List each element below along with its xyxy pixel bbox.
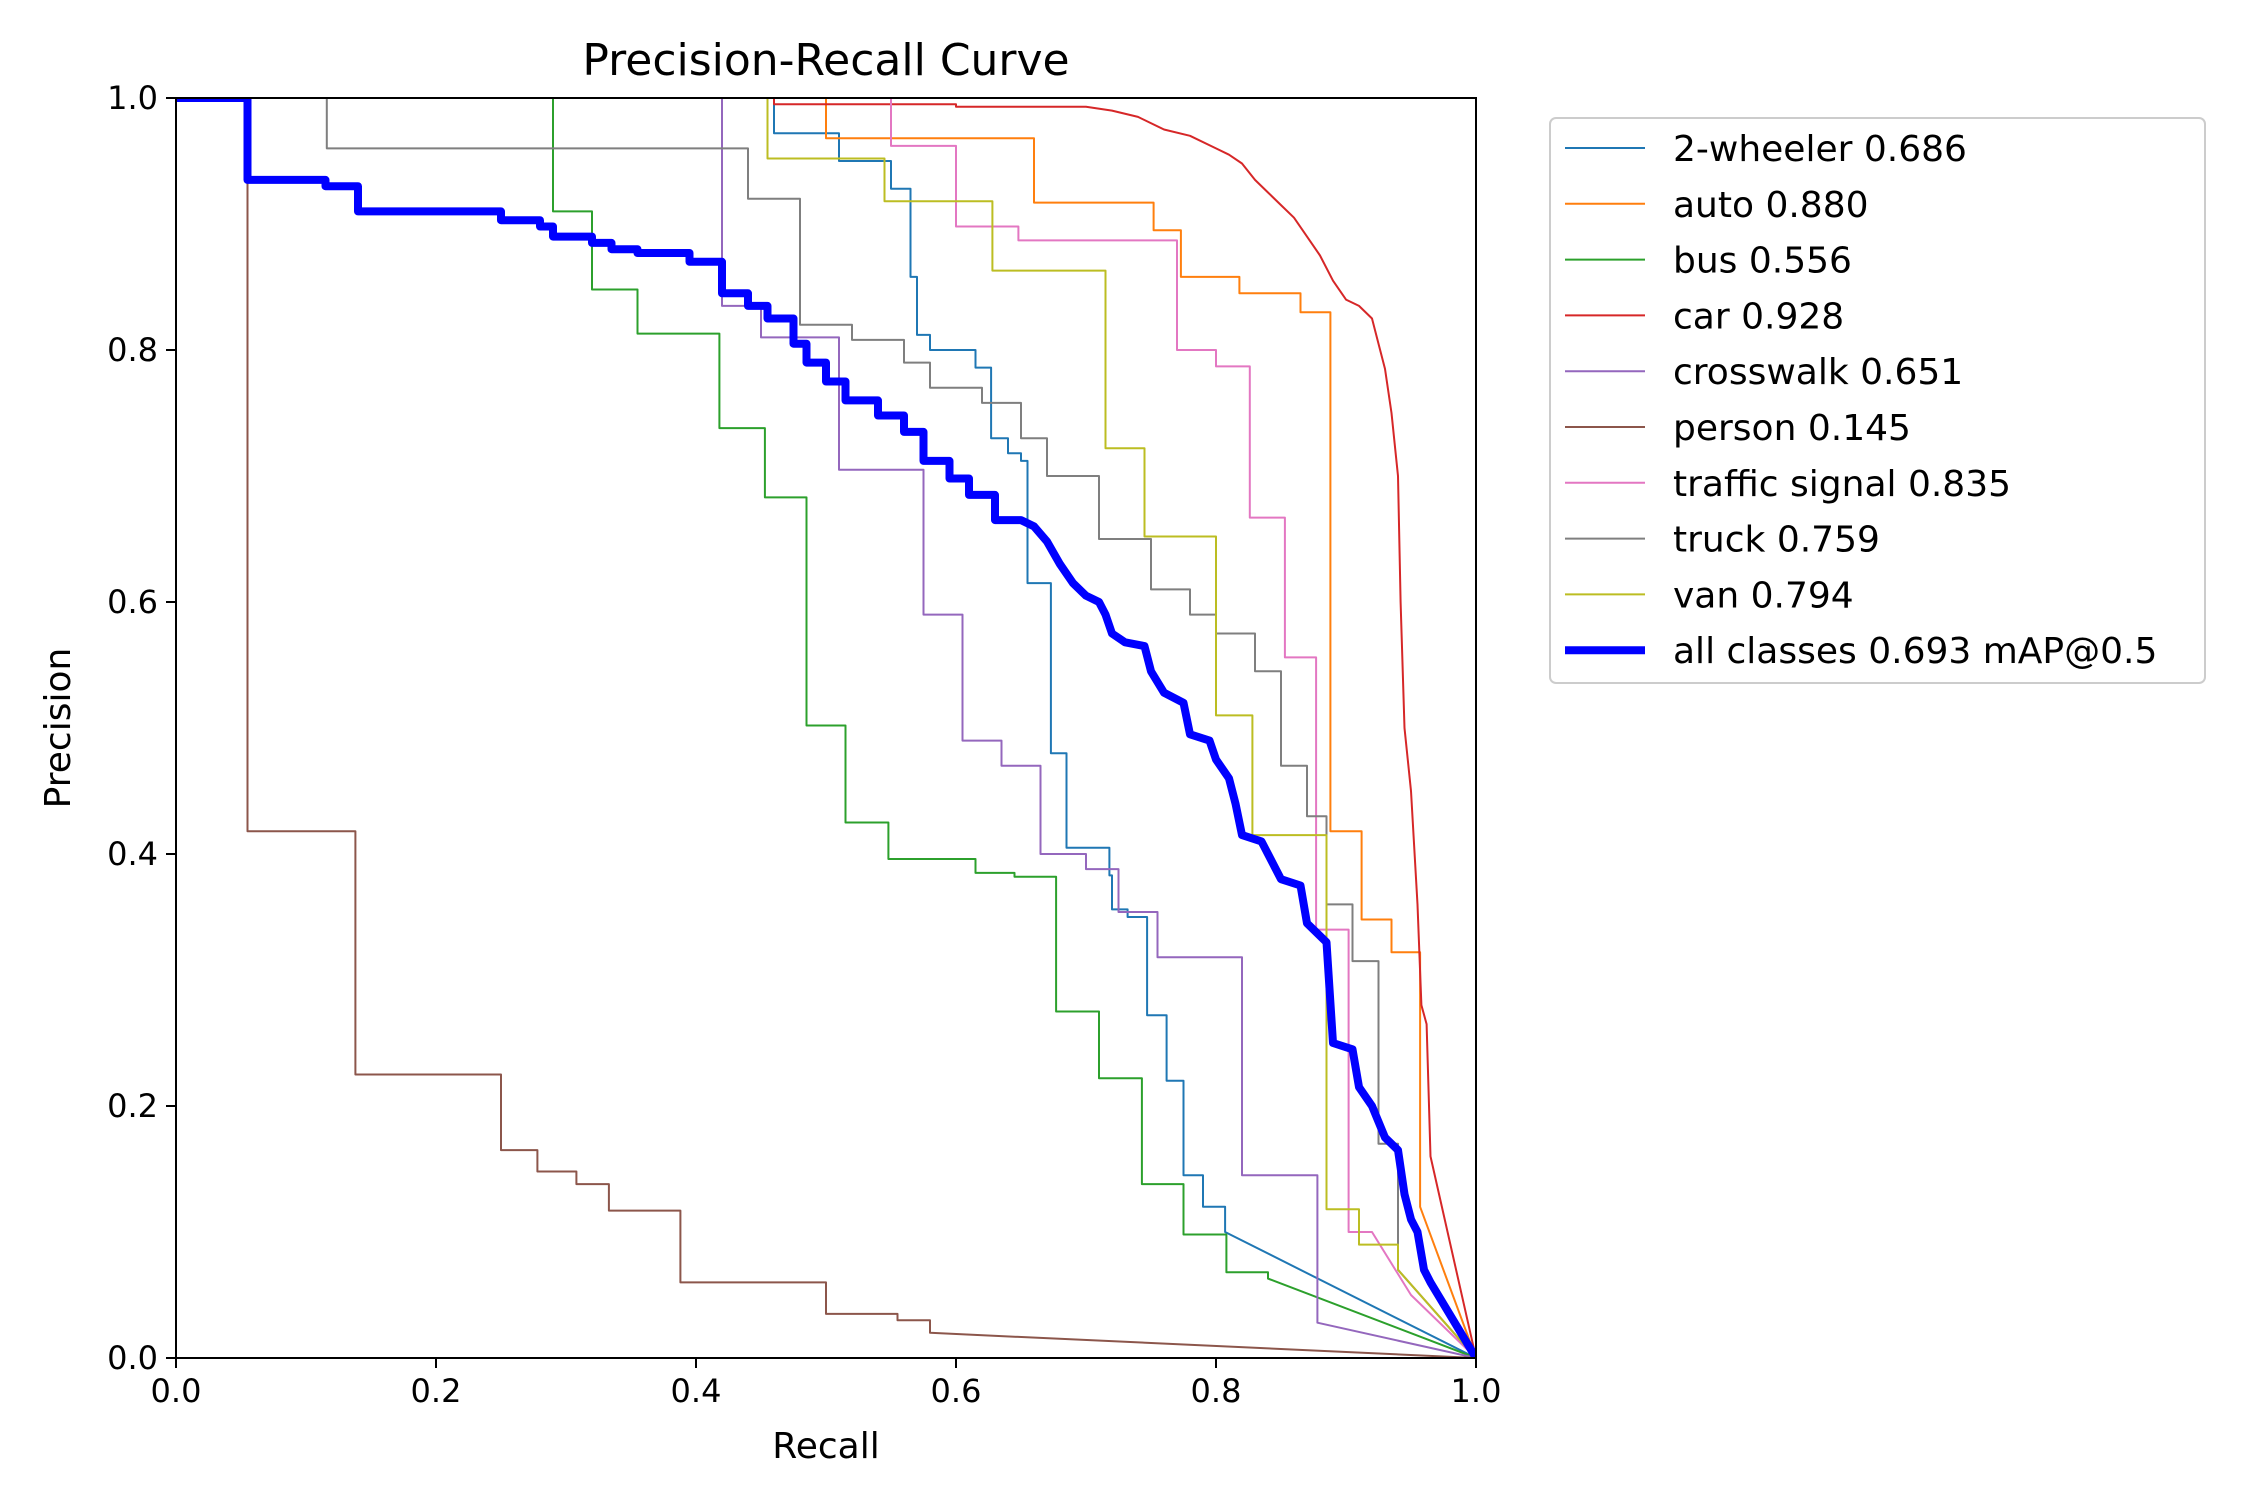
legend-label-crosswalk: crosswalk 0.651 [1673,352,1963,393]
y-tick-label: 0.4 [107,835,158,873]
legend-label-bus: bus 0.556 [1673,241,1852,282]
y-tick-label: 0.6 [107,583,158,621]
x-tick-label: 1.0 [1451,1372,1502,1410]
legend-frame [1549,117,2206,684]
series-line-bus [176,98,1476,1358]
series-line-truck [176,98,1476,1358]
y-tick-label: 0.8 [107,331,158,369]
series-line-person [176,98,1476,1358]
plot-area-frame [175,97,1477,1359]
x-tick-label: 0.8 [1191,1372,1242,1410]
legend-label-2-wheeler: 2-wheeler 0.686 [1673,129,1967,170]
series-line-2-wheeler [176,98,1476,1358]
series-line-crosswalk [176,98,1476,1358]
legend-label-auto: auto 0.880 [1673,185,1869,226]
legend-label-all: all classes 0.693 mAP@0.5 [1673,631,2157,672]
series-line-traffic [176,98,1476,1358]
y-tick-label: 1.0 [107,79,158,117]
x-tick-label: 0.6 [931,1372,982,1410]
series-line-car [176,98,1476,1358]
y-tick-label: 0.2 [107,1087,158,1125]
legend-label-traffic: traffic signal 0.835 [1673,464,2011,505]
legend-label-car: car 0.928 [1673,296,1844,337]
x-tick-label: 0.0 [151,1372,202,1410]
chart-title: Precision-Recall Curve [582,35,1069,86]
series-line-van [176,98,1476,1358]
series-line-auto [176,98,1476,1358]
legend-label-person: person 0.145 [1673,408,1911,449]
x-tick-label: 0.4 [671,1372,722,1410]
y-tick-label: 0.0 [107,1339,158,1377]
legend: 2-wheeler 0.686 auto 0.880 bus 0.556 car 0.… [1549,117,2206,684]
y-axis-label: Precision [38,648,79,809]
legend-label-van: van 0.794 [1673,575,1854,616]
legend-label-truck: truck 0.759 [1673,520,1880,561]
x-tick-label: 0.2 [411,1372,462,1410]
series-line-all [176,98,1476,1358]
x-axis-label: Recall [772,1426,879,1467]
